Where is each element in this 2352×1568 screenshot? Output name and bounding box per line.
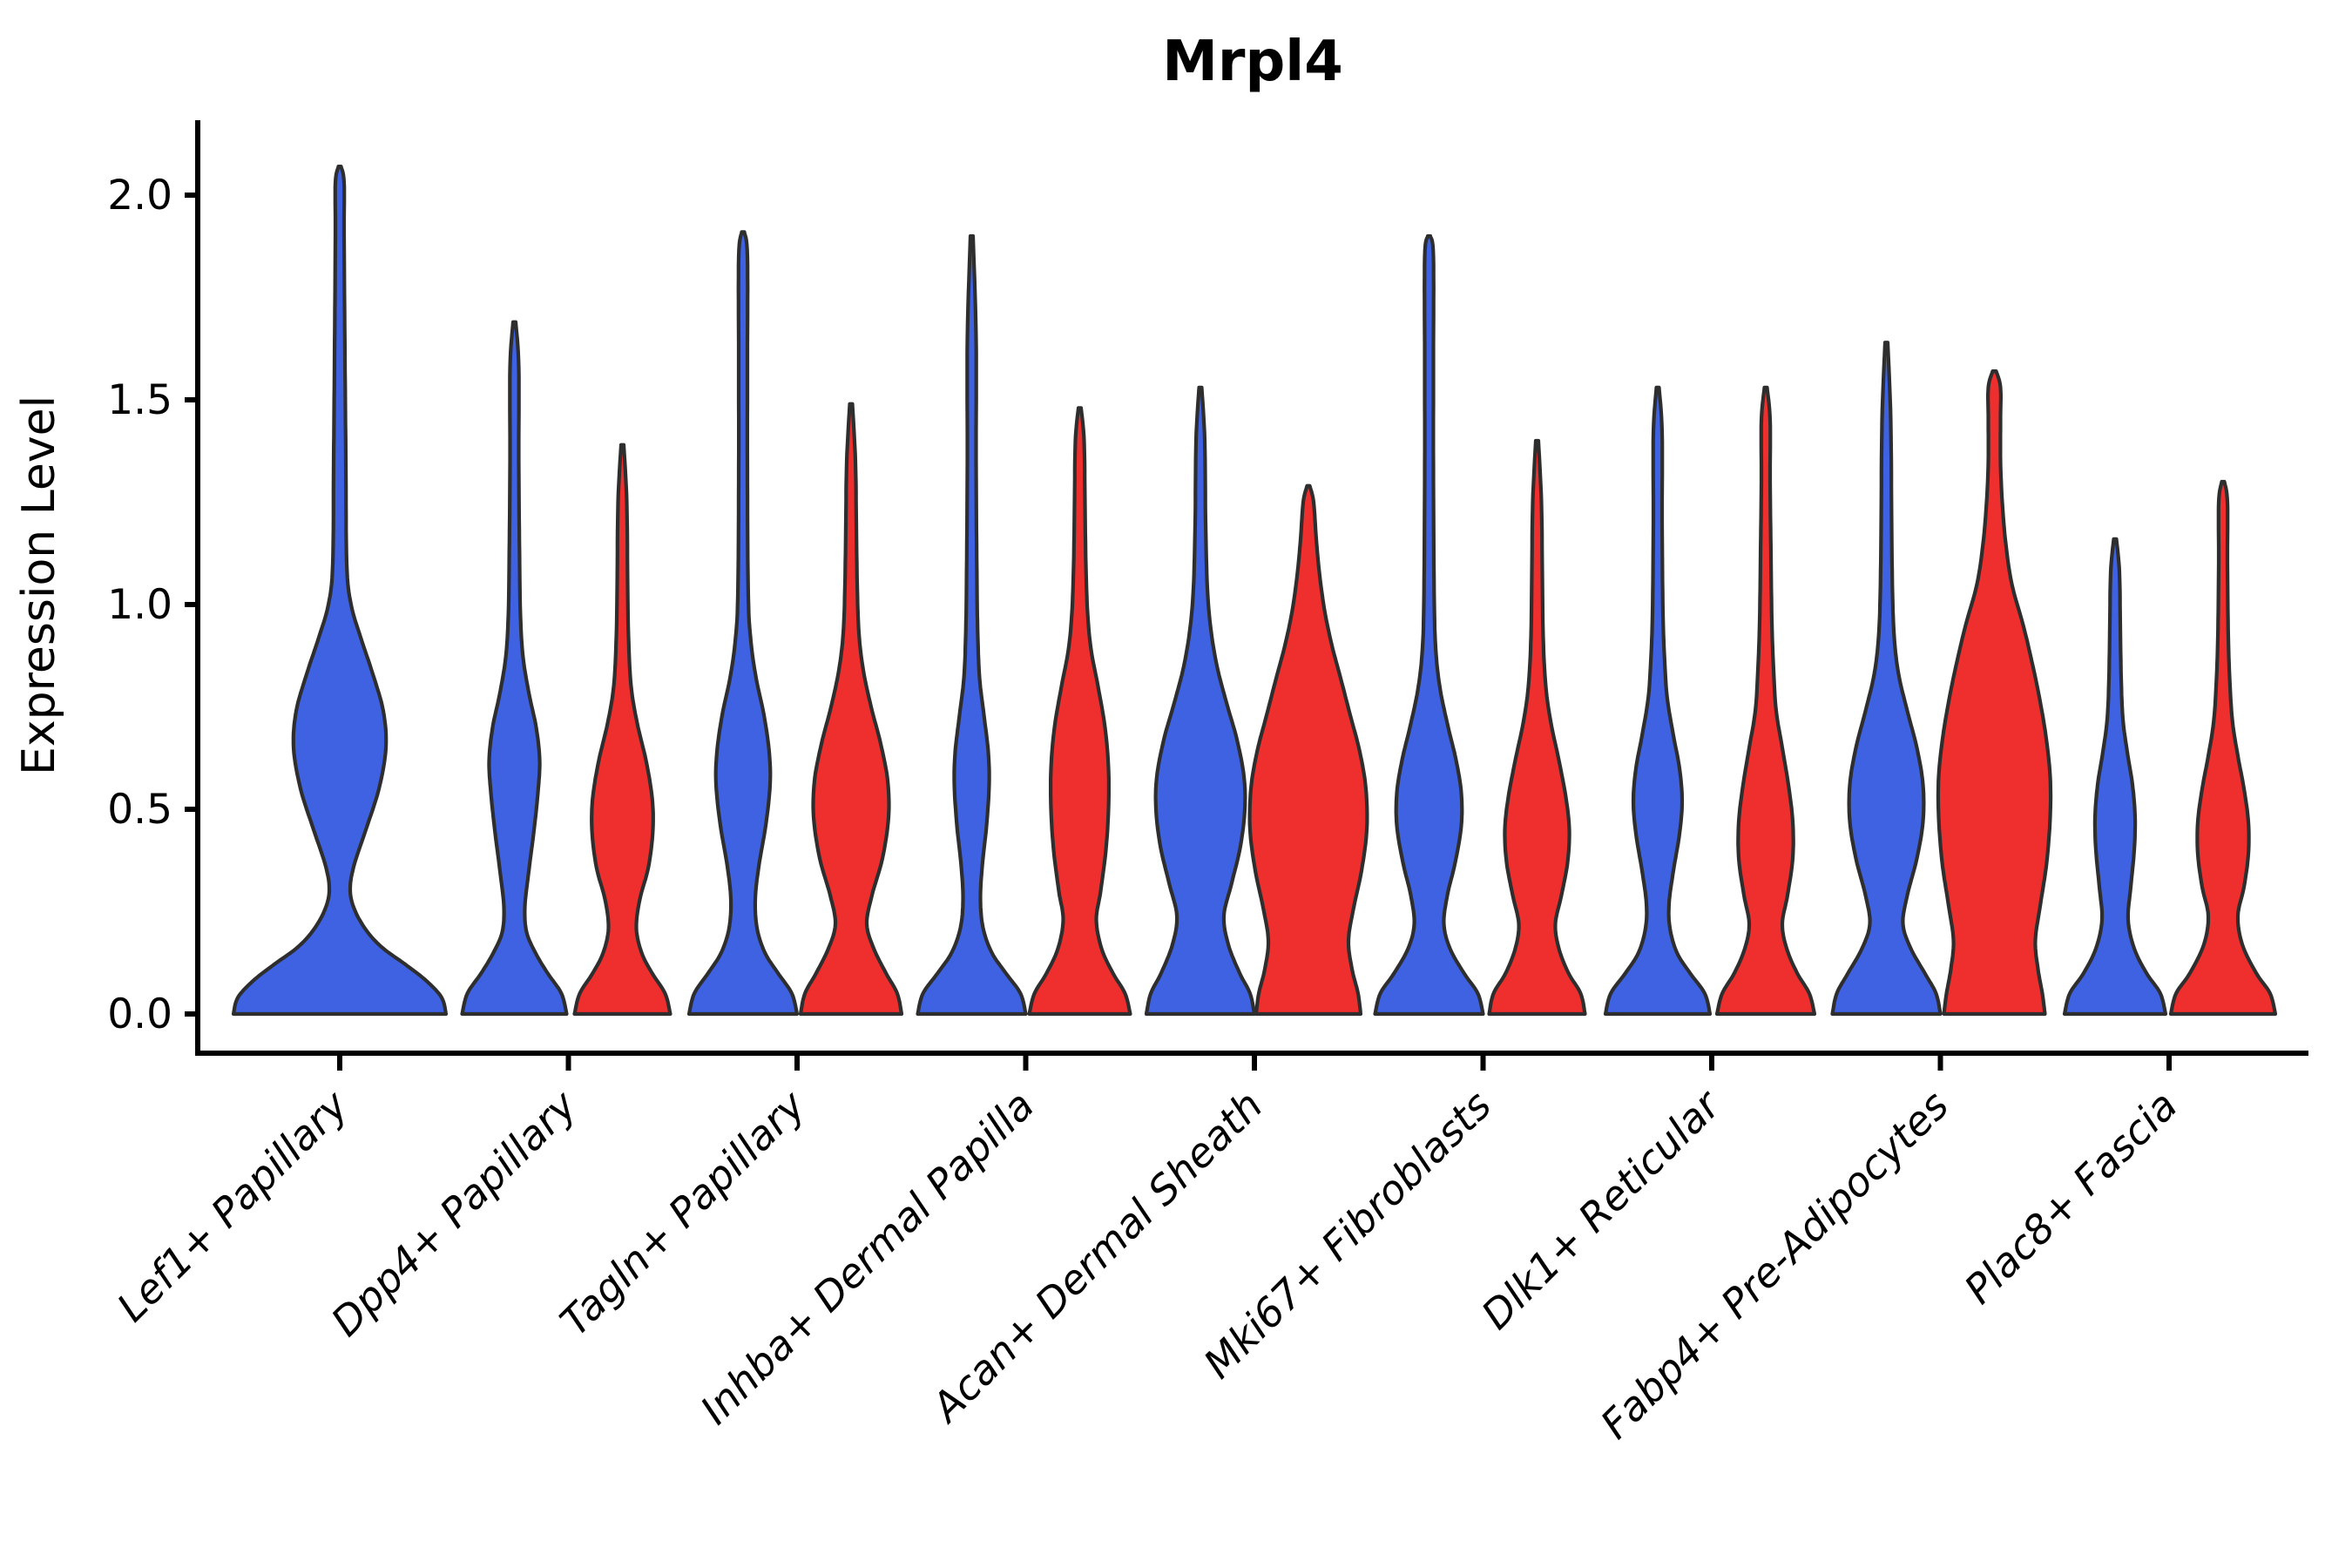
- violin-red-7: [1936, 369, 2053, 1017]
- violin-red-6: [1714, 385, 1817, 1017]
- violin-red-8: [2168, 479, 2278, 1017]
- y-axis-label: Expression Level: [13, 395, 65, 775]
- violins-layer: [231, 165, 2278, 1017]
- violin-red-1: [572, 443, 672, 1017]
- violin-blue-5: [1373, 233, 1485, 1017]
- violin-red-5: [1487, 438, 1587, 1017]
- y-tick-label: 1.0: [107, 581, 172, 629]
- y-tick-label: 1.5: [107, 376, 172, 424]
- violin-blue-8: [2062, 537, 2168, 1017]
- x-tick-label: Dlk1+ Reticular: [1472, 1079, 1731, 1338]
- y-tick-label: 2.0: [107, 172, 172, 220]
- violin-blue-1: [460, 320, 569, 1017]
- violin-blue-7: [1830, 341, 1943, 1017]
- violin-blue-6: [1603, 385, 1713, 1017]
- x-tick-label: Lef1+ Papillary: [108, 1081, 357, 1330]
- violin-blue-0: [231, 165, 449, 1017]
- violin-blue-2: [686, 230, 800, 1017]
- violin-red-4: [1247, 483, 1369, 1017]
- chart-title: Mrpl4: [1162, 30, 1343, 94]
- y-tick-label: 0.5: [107, 786, 172, 834]
- violin-red-2: [798, 402, 904, 1017]
- x-tick-label: Dpp4+ Papillary: [322, 1081, 586, 1345]
- violin-blue-3: [916, 233, 1028, 1017]
- x-tick-label: Tagln+ Papillary: [551, 1081, 814, 1345]
- x-tick-label: Plac8+ Fascia: [1955, 1082, 2186, 1313]
- y-tick-label: 0.0: [107, 990, 172, 1038]
- violin-blue-4: [1144, 385, 1257, 1017]
- violin-red-3: [1027, 406, 1132, 1017]
